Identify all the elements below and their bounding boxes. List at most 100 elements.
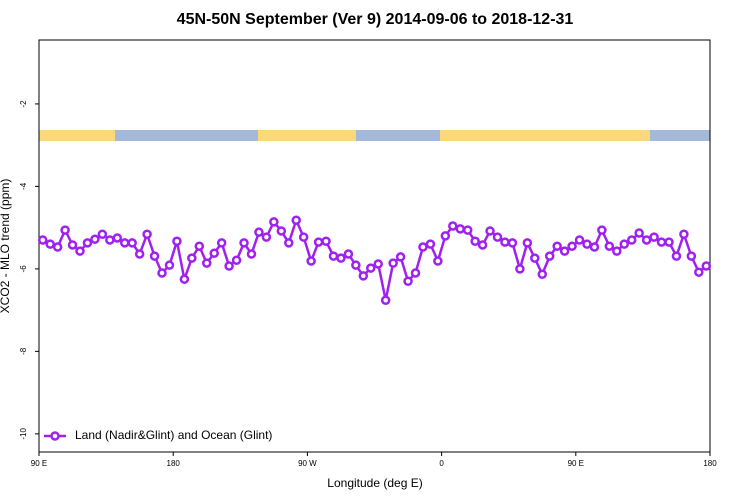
point	[649, 232, 659, 242]
point	[395, 252, 406, 262]
point	[574, 235, 585, 245]
point	[209, 248, 219, 258]
point	[366, 263, 376, 273]
y-axis-label: XCO2 - MLO trend (ppm)	[0, 179, 12, 314]
point	[500, 237, 510, 247]
chart-title: 45N-50N September (Ver 9) 2014-09-06 to …	[177, 11, 574, 28]
point	[343, 249, 354, 259]
point	[634, 228, 644, 238]
point	[686, 251, 697, 261]
point	[239, 238, 249, 248]
point	[589, 242, 600, 252]
point	[284, 238, 294, 248]
point	[291, 215, 301, 225]
point	[403, 276, 413, 287]
point	[507, 238, 518, 248]
point	[567, 241, 577, 251]
point	[194, 241, 205, 251]
point	[380, 295, 391, 305]
point	[298, 232, 309, 242]
point	[373, 259, 383, 269]
point	[127, 238, 137, 248]
point	[552, 241, 562, 251]
land-ocean-strip	[39, 130, 710, 141]
point	[157, 268, 167, 278]
point	[142, 229, 152, 239]
point	[626, 235, 637, 245]
point	[328, 251, 339, 261]
point	[172, 236, 182, 247]
point	[202, 258, 212, 268]
point	[261, 232, 272, 242]
point	[276, 226, 287, 236]
point	[321, 236, 331, 247]
point	[641, 235, 652, 245]
point	[179, 274, 190, 284]
point	[664, 237, 674, 247]
point	[477, 240, 488, 250]
point	[82, 238, 93, 248]
point	[530, 253, 540, 263]
point	[216, 238, 227, 248]
point	[269, 217, 279, 227]
point	[90, 234, 100, 244]
point	[52, 242, 63, 252]
x-tick-label: 90 W	[298, 459, 317, 468]
point	[134, 249, 145, 259]
y-tick-label: -10	[19, 428, 28, 440]
point	[224, 261, 234, 271]
y-tick-label: -6	[19, 265, 28, 273]
x-axis-label: Longitude (deg E)	[327, 476, 422, 490]
legend-label: Land (Nadir&Glint) and Ocean (Glint)	[75, 428, 272, 442]
point	[537, 269, 547, 280]
point	[619, 239, 630, 249]
point	[149, 251, 160, 261]
point	[388, 258, 398, 268]
point	[418, 242, 428, 252]
series-line	[42, 216, 708, 301]
point	[67, 240, 78, 250]
point	[231, 255, 242, 265]
point	[544, 251, 555, 261]
point	[37, 235, 48, 245]
point	[679, 229, 689, 239]
point	[612, 246, 622, 256]
point	[351, 260, 361, 270]
point	[656, 237, 667, 247]
x-tick-label: 180	[167, 459, 181, 468]
point	[254, 227, 264, 237]
point	[597, 225, 607, 235]
point	[246, 249, 257, 259]
x-tick-label: 90 E	[568, 459, 584, 468]
point	[336, 253, 346, 263]
point	[515, 264, 525, 274]
point	[522, 238, 533, 248]
point	[470, 236, 480, 247]
point	[433, 256, 443, 266]
point	[694, 267, 704, 277]
point	[75, 246, 85, 256]
point	[485, 226, 495, 236]
point	[60, 225, 70, 235]
point	[112, 233, 123, 243]
point	[701, 261, 712, 271]
y-tick-label: -2	[19, 100, 28, 108]
point	[45, 239, 55, 249]
y-tick-label: -4	[19, 182, 28, 190]
point	[425, 239, 436, 249]
x-tick-label: 180	[703, 459, 717, 468]
point	[462, 225, 473, 235]
y-tick-label: -8	[19, 347, 28, 355]
point	[119, 238, 130, 248]
x-tick-label: 0	[439, 459, 444, 468]
legend-marker	[50, 431, 60, 441]
point	[604, 241, 615, 251]
point	[492, 232, 503, 242]
point	[358, 271, 369, 281]
point	[313, 237, 324, 247]
point	[164, 260, 175, 270]
point	[559, 246, 570, 256]
x-tick-label: 90 E	[31, 459, 47, 468]
point	[448, 221, 458, 231]
